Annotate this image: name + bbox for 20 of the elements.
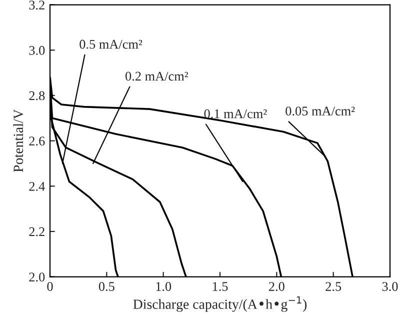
y-axis-title: Potential/V (13, 109, 24, 172)
y-tick-label: 3.0 (29, 46, 45, 55)
y-tick-label: 2.0 (29, 272, 45, 282)
x-tick-label: 1.5 (212, 282, 228, 292)
x-tick-label: 2.0 (269, 282, 284, 292)
y-tick-label: 2.2 (29, 227, 44, 236)
x-tick-label: 0 (47, 282, 53, 291)
y-tick-label: 2.8 (29, 91, 45, 100)
annotation: 0.05 mA/cm² (286, 106, 355, 116)
x-tick-label: 2.5 (326, 282, 342, 292)
annotation: 0.2 mA/cm² (126, 72, 188, 81)
annotation: 0.1 mA/cm² (204, 109, 267, 118)
x-axis-title: Discharge capacity/(A•h•g$^{−1}$) (133, 296, 307, 312)
y-tick-label: 2.6 (29, 136, 45, 146)
y-tick-label: 2.4 (29, 182, 45, 191)
x-tick-label: 1.0 (156, 282, 172, 292)
y-tick-label: 3.2 (29, 0, 44, 10)
annotation: 0.5 mA/cm² (80, 40, 142, 49)
x-tick-label: 0.5 (98, 282, 114, 292)
x-tick-label: 3.0 (382, 282, 398, 292)
